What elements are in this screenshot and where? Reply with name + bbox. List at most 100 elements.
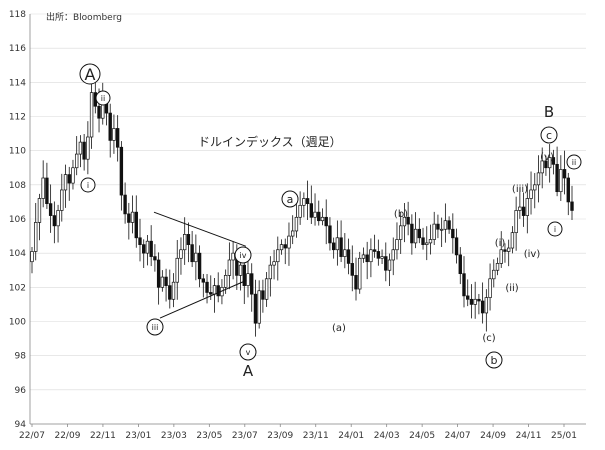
x-tick-label: 23/03 [161,431,187,441]
label-bottom-a: A [243,362,254,380]
candle-body [246,273,250,286]
candle-body [279,244,284,251]
y-tick-label: 116 [9,44,26,54]
candle-body [283,244,287,249]
candle-body [376,251,381,259]
x-tick-label: 23/07 [232,431,258,441]
candle-body [309,203,314,218]
candle-body [499,249,503,264]
label-paren-c: (c) [482,333,495,344]
label-wave-v-circle [239,343,257,361]
x-tick-label: 24/07 [445,431,471,441]
candle-body [547,157,552,169]
y-tick-label: 100 [9,318,26,328]
candle-body [533,184,537,191]
triangle-upper-line [153,211,247,247]
label-wave-ii-second: ii [572,158,576,167]
label-wave-iv-circle [234,246,252,264]
candle-body [156,259,161,288]
candle-body [123,194,127,215]
candle-body [56,210,60,227]
y-tick-label: 114 [9,78,26,88]
candle-body [41,177,45,199]
x-tick-label: 24/05 [409,431,435,441]
candle-body [298,204,302,218]
label-wave-v: v [246,348,251,357]
label-wave-i-first: i [87,181,89,190]
candle-body [354,275,358,290]
candle-body [89,92,94,138]
candle-body [63,174,68,191]
candle-body [142,244,146,254]
candle-body [320,216,325,222]
candle-body [358,257,362,290]
candle-body [37,198,42,223]
candle-body [171,281,176,300]
candle-body [469,298,474,305]
candle-body [413,228,418,244]
candle-body [108,112,112,141]
candle-body [473,298,477,305]
candle-body [231,252,235,261]
candle-body [223,275,228,288]
candle-body [477,298,481,302]
candle-body [45,177,49,204]
candle-body [250,273,254,295]
candle-body [276,249,280,263]
candle-body [130,211,135,223]
candle-body [391,249,395,261]
candle-body [506,247,511,252]
candle-body [410,223,414,244]
candle-body [272,261,276,266]
label-paren-a: (a) [332,323,346,334]
candle-body [395,239,399,251]
candle-body [138,237,142,245]
candle-body [562,169,567,179]
label-wave-i-first-circle [80,177,96,193]
candle-body [436,223,440,230]
candle-body [186,234,191,245]
axes: 94 96 98 100 102 104 106 108 110 112 114 116 118 22/0… [9,10,586,441]
candle-body [454,237,459,256]
x-tick-label: 23/09 [267,431,293,441]
candle-body [253,293,258,324]
candle-body [115,128,120,148]
candlesticks [30,73,574,337]
candle-body [417,228,422,239]
candle-body [205,281,209,293]
candle-body [331,242,336,251]
candle-body [518,206,522,211]
candle-body [164,276,168,286]
candle-body [317,211,321,222]
label-paren-ii: (ii) [505,283,518,294]
candle-body [257,290,261,324]
candle-body [428,239,433,244]
wave-annotations: AiiiiiiivvAabcBiii(a)(b)(c)(i)(ii)(iii)(… [79,63,582,380]
candle-body [160,276,165,288]
y-tick-label: 94 [15,420,27,430]
candle-body [134,211,138,239]
x-tick-label: 25/01 [551,431,577,441]
candle-body [168,285,172,300]
candle-body [503,249,507,252]
candle-body [525,198,530,216]
candle-body [421,237,425,245]
label-paren-v: (v) [540,152,554,163]
label-circle-c: c [546,129,552,142]
x-tick-label: 24/09 [480,431,506,441]
label-circle-a-circle [281,190,299,208]
label-circle-c-circle [540,126,558,144]
candle-body [268,264,273,280]
candle-body [432,223,436,240]
candle-body [209,292,213,295]
candle-body [261,290,265,300]
candle-body [34,222,38,252]
candle-body [194,252,198,263]
candle-body [570,201,574,211]
chart-title: ドルインデックス（週足） [198,134,342,149]
candle-body [328,225,332,244]
y-tick-label: 104 [9,249,26,259]
candle-body [145,240,150,254]
candle-body [60,189,64,211]
